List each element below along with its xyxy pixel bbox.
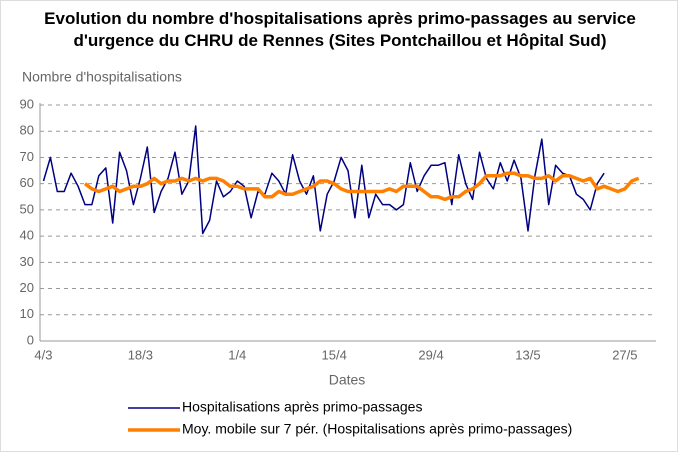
y-tick-label: 50	[20, 201, 34, 216]
y-tick-label: 30	[20, 254, 34, 269]
y-axis-title: Nombre d'hospitalisations	[22, 69, 182, 85]
x-tick-label: 1/4	[228, 347, 246, 362]
y-tick-label: 20	[20, 280, 34, 295]
x-axis-title: Dates	[329, 372, 366, 388]
series-line	[42, 125, 605, 235]
x-tick-label: 18/3	[128, 347, 153, 362]
x-tick-label: 15/4	[322, 347, 347, 362]
y-tick-label: 90	[20, 96, 34, 111]
legend-label: Hospitalisations après primo-passages	[182, 399, 422, 415]
y-tick-label: 0	[27, 332, 34, 347]
y-tick-label: 40	[20, 228, 34, 243]
y-tick-label: 60	[20, 175, 34, 190]
x-tick-label: 29/4	[418, 347, 443, 362]
x-tick-label: 27/5	[612, 347, 637, 362]
y-tick-label: 10	[20, 306, 34, 321]
legend-label: Moy. mobile sur 7 pér. (Hospitalisations…	[182, 421, 572, 437]
x-tick-label: 4/3	[34, 347, 52, 362]
series-line	[83, 171, 640, 202]
y-tick-label: 70	[20, 149, 34, 164]
chart-title: Evolution du nombre d'hospitalisations a…	[44, 9, 636, 50]
x-tick-label: 13/5	[515, 347, 540, 362]
y-tick-label: 80	[20, 123, 34, 138]
